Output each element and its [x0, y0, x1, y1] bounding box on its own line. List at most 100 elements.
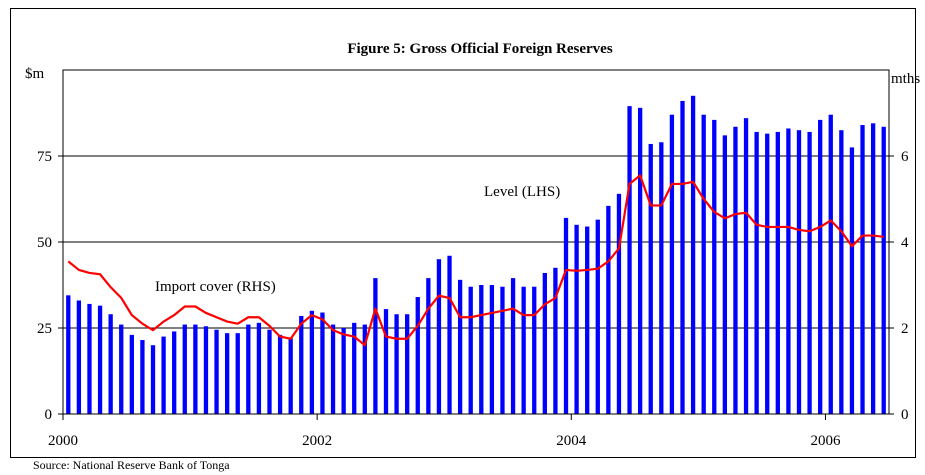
bar	[341, 328, 346, 414]
bar	[553, 267, 558, 414]
bar	[500, 286, 505, 414]
bar	[193, 324, 198, 414]
bar	[733, 126, 738, 414]
bar	[203, 326, 209, 414]
y-left-tick-label: 75	[37, 149, 52, 165]
annotation-import-cover: Import cover (RHS)	[155, 279, 276, 295]
bar	[436, 259, 442, 414]
y-right-tick-label: 6	[901, 149, 909, 165]
bar	[659, 142, 664, 415]
bar	[701, 114, 706, 414]
bar	[786, 128, 791, 415]
bar	[76, 300, 82, 414]
bar	[542, 272, 547, 414]
bar	[818, 119, 823, 414]
bar	[447, 255, 452, 414]
y-right-unit: mths	[891, 71, 920, 87]
x-tick-label: 2004	[556, 433, 587, 449]
bar	[722, 135, 728, 415]
bar	[489, 285, 495, 414]
x-ticks: 2000 2002 2004 2006	[48, 414, 841, 449]
bar	[172, 331, 177, 414]
bar	[754, 131, 759, 415]
bar	[246, 324, 251, 414]
chart-title: Figure 5: Gross Official Foreign Reserve…	[347, 41, 613, 57]
bar	[669, 114, 675, 414]
y-left-tick-label: 50	[37, 235, 52, 251]
bar	[479, 285, 484, 414]
bar	[796, 130, 802, 414]
bar	[521, 286, 526, 414]
bar	[235, 333, 240, 414]
bar	[352, 322, 357, 414]
x-tick-label: 2000	[48, 433, 78, 449]
bar	[405, 314, 410, 414]
bar	[510, 278, 516, 414]
bar	[457, 279, 463, 414]
bar	[532, 286, 537, 414]
bar	[320, 312, 325, 414]
bar	[426, 278, 431, 414]
bar	[680, 100, 685, 415]
bar	[97, 305, 103, 414]
bar	[224, 333, 230, 414]
bar	[182, 324, 187, 414]
bar	[150, 345, 156, 414]
bar	[637, 107, 643, 414]
bar	[849, 147, 855, 414]
bar	[66, 295, 71, 414]
y-left-unit: $m	[25, 66, 45, 82]
bar	[743, 118, 749, 414]
bar	[585, 226, 590, 414]
bar	[161, 336, 166, 414]
bar	[119, 324, 124, 414]
bar	[108, 314, 113, 414]
bar	[277, 334, 283, 414]
y-left-tick-label: 0	[45, 407, 53, 423]
bar	[129, 334, 134, 414]
bar	[881, 126, 886, 414]
bar	[140, 340, 145, 414]
y-left-ticks: 0 25 50 75	[37, 149, 63, 423]
bar	[616, 193, 622, 414]
bar	[214, 329, 219, 414]
x-tick-label: 2006	[810, 433, 841, 449]
bar	[648, 143, 653, 414]
line-import-cover	[67, 174, 884, 347]
bars-level	[66, 95, 886, 415]
bar	[383, 309, 389, 414]
gridlines	[63, 155, 889, 329]
annotation-level: Level (LHS)	[484, 184, 560, 200]
y-right-tick-label: 4	[901, 235, 909, 251]
bar	[267, 329, 272, 414]
bar	[394, 314, 399, 414]
y-right-tick-label: 2	[901, 321, 909, 337]
bar	[563, 217, 569, 414]
chart-frame	[10, 8, 916, 458]
bar	[807, 131, 812, 415]
bar	[606, 205, 611, 414]
y-right-tick-label: 0	[901, 407, 909, 423]
bar	[690, 95, 696, 415]
bar	[468, 286, 473, 414]
bar	[288, 338, 293, 414]
bar	[330, 324, 336, 414]
bar	[627, 106, 632, 415]
bar	[870, 123, 876, 414]
bar	[839, 130, 844, 414]
bar	[712, 119, 717, 414]
bar	[860, 125, 865, 414]
bar	[373, 278, 378, 414]
bar	[299, 315, 304, 414]
bar	[415, 297, 420, 414]
bar	[765, 133, 770, 414]
y-left-tick-label: 25	[37, 321, 52, 337]
bar	[309, 310, 315, 414]
bar	[775, 131, 780, 415]
bar	[256, 322, 262, 414]
bar	[595, 219, 600, 414]
bar	[362, 324, 367, 414]
x-tick-label: 2002	[302, 433, 332, 449]
